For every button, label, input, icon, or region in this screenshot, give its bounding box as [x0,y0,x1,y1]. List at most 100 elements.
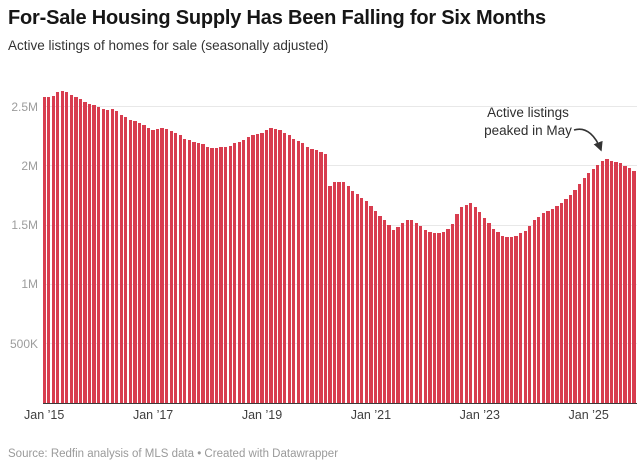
bar[interactable] [269,127,273,403]
bar[interactable] [423,229,427,403]
bar[interactable] [246,137,251,403]
bar[interactable] [509,236,514,403]
bar[interactable] [83,101,87,403]
bar[interactable] [410,220,414,403]
bar[interactable] [332,182,337,403]
bar[interactable] [514,235,518,403]
bar[interactable] [382,220,387,403]
bar[interactable] [255,133,260,403]
bar[interactable] [142,125,146,403]
bar[interactable] [242,139,246,403]
bar[interactable] [337,182,341,403]
bar[interactable] [523,231,527,403]
bar[interactable] [587,172,591,403]
bar[interactable] [555,206,559,403]
bar[interactable] [278,130,282,403]
bar[interactable] [192,142,196,403]
bar[interactable] [69,94,74,403]
bar[interactable] [532,220,536,403]
bar[interactable] [591,169,595,403]
bar[interactable] [596,164,600,403]
bar[interactable] [559,202,564,403]
bar[interactable] [373,210,378,403]
bar[interactable] [151,130,155,403]
bar[interactable] [346,185,350,403]
bar[interactable] [464,204,468,403]
bar[interactable] [210,148,214,403]
bar[interactable] [155,129,160,403]
bar[interactable] [401,222,405,403]
bar[interactable] [419,226,423,403]
bar[interactable] [42,97,46,403]
bar[interactable] [287,134,291,403]
bar[interactable] [87,104,92,403]
bar[interactable] [314,150,319,403]
bar[interactable] [292,138,296,403]
bar[interactable] [128,119,133,403]
bar[interactable] [165,129,169,403]
bar[interactable] [237,142,241,403]
bar[interactable] [133,120,137,403]
bar[interactable] [505,236,509,403]
bar[interactable] [310,149,314,403]
bar[interactable] [342,182,346,403]
bar[interactable] [437,233,441,403]
bar[interactable] [428,232,432,403]
bar[interactable] [564,199,568,403]
bar[interactable] [460,207,464,403]
bar[interactable] [632,170,636,403]
bar[interactable] [319,151,323,403]
bar[interactable] [391,229,396,403]
bar[interactable] [582,177,586,403]
bar[interactable] [78,99,83,403]
bar[interactable] [550,208,555,403]
bar[interactable] [414,222,418,403]
bar[interactable] [301,143,305,403]
bar[interactable] [169,131,173,403]
bar[interactable] [609,161,614,403]
bar[interactable] [56,92,60,403]
bar[interactable] [196,143,201,403]
bar[interactable] [450,223,455,403]
bar[interactable] [251,134,255,403]
bar[interactable] [455,214,459,403]
bar[interactable] [519,233,523,403]
bar[interactable] [396,227,400,403]
bar[interactable] [65,92,69,403]
bar[interactable] [541,213,545,403]
bar[interactable] [627,168,632,403]
bar[interactable] [478,212,482,403]
bar[interactable] [106,110,110,403]
bar[interactable] [473,207,477,403]
bar[interactable] [568,195,573,403]
bar[interactable] [441,232,446,403]
bar[interactable] [124,117,128,403]
bar[interactable] [355,194,359,403]
bar[interactable] [614,162,618,403]
bar[interactable] [178,134,182,403]
bar[interactable] [369,206,373,403]
bar[interactable] [387,225,391,403]
bar[interactable] [537,216,541,403]
bar[interactable] [187,139,192,403]
bar[interactable] [47,97,51,403]
bar[interactable] [92,105,96,403]
bar[interactable] [296,140,300,403]
bar[interactable] [115,111,119,403]
bar[interactable] [60,91,64,403]
bar[interactable] [219,146,223,403]
bar[interactable] [233,143,237,403]
bar[interactable] [360,197,364,403]
bar[interactable] [101,108,105,403]
bar[interactable] [228,145,232,403]
bar[interactable] [273,129,278,403]
bar[interactable] [496,232,500,403]
bar[interactable] [283,132,287,403]
bar[interactable] [351,190,355,403]
bar[interactable] [432,233,437,403]
bar[interactable] [264,130,269,403]
bar[interactable] [618,163,623,403]
bar[interactable] [446,228,450,403]
bar[interactable] [482,217,486,403]
bar[interactable] [74,97,78,403]
